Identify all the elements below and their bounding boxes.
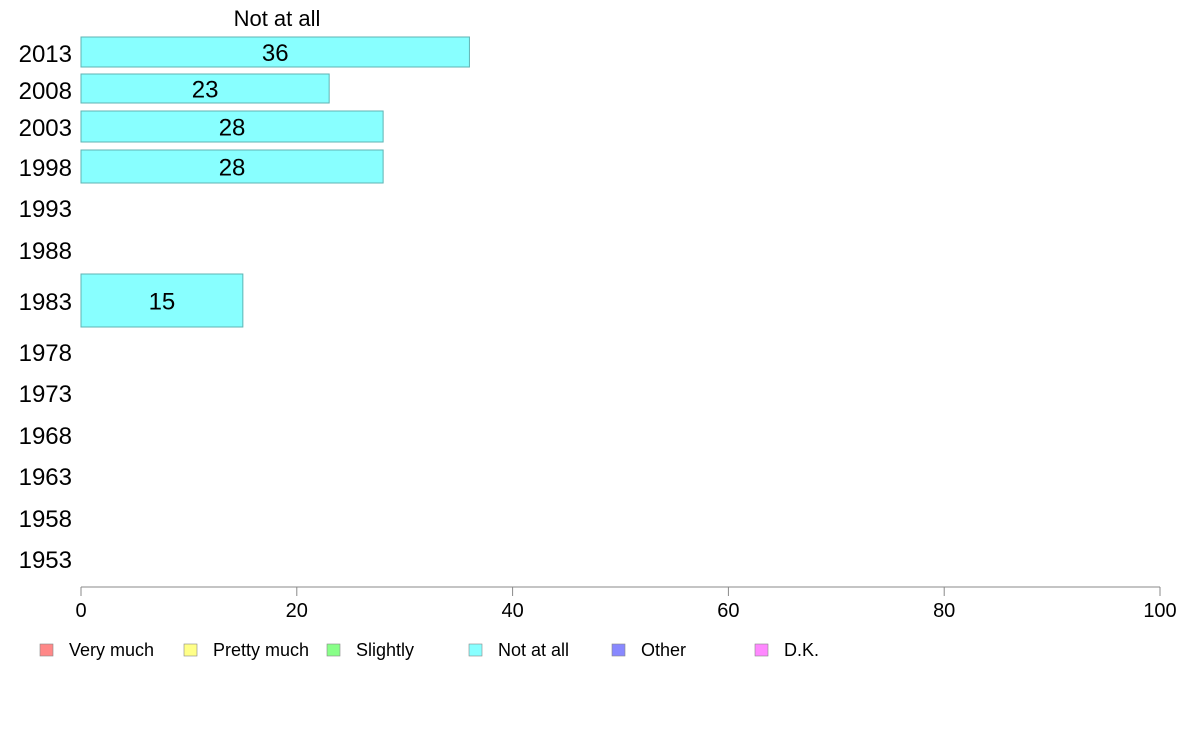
legend-swatch: [183, 643, 198, 657]
bar: [80, 273, 244, 328]
bar-value-label: 36: [262, 40, 289, 67]
bar: [80, 73, 330, 104]
y-tick-label: 1973: [19, 381, 72, 408]
bar-value-label: 15: [149, 289, 176, 316]
bar: [80, 149, 384, 184]
y-tick-label: 1958: [19, 506, 72, 533]
y-tick-label: 1978: [19, 340, 72, 367]
legend: Very much Pretty much Slightly Not at all Ot…: [39, 640, 819, 660]
bar: [80, 36, 470, 68]
y-tick-label: 2013: [19, 41, 72, 68]
x-tick-label: 0: [75, 600, 86, 622]
y-tick-label: 1968: [19, 423, 72, 450]
legend-label: Very much: [69, 640, 154, 660]
legend-label: Slightly: [356, 640, 414, 660]
legend-label: Pretty much: [213, 640, 309, 660]
y-tick-label: 1988: [19, 238, 72, 265]
y-tick-label: 2003: [19, 115, 72, 142]
x-tick-label: 40: [501, 600, 523, 622]
y-tick-label: 1993: [19, 196, 72, 223]
x-tick-label: 100: [1143, 600, 1176, 622]
y-tick-label: 1998: [19, 155, 72, 182]
x-axis: 0 20 40 60 80 100: [75, 586, 1177, 622]
legend-label: Not at all: [498, 640, 569, 660]
legend-swatch: [611, 643, 626, 657]
bar-value-label: 28: [219, 155, 246, 182]
y-tick-label: 1953: [19, 547, 72, 574]
y-tick-label: 2008: [19, 78, 72, 105]
legend-label: D.K.: [784, 640, 819, 660]
legend-swatch: [39, 643, 54, 657]
x-tick-label: 80: [933, 600, 955, 622]
y-tick-label: 1963: [19, 464, 72, 491]
y-axis-labels: 2013 2008 2003 1998 1993 1988 1983 1978 1973 1968…: [19, 41, 72, 574]
y-tick-label: 1983: [19, 289, 72, 316]
x-tick-label: 20: [286, 600, 308, 622]
legend-swatch: [326, 643, 341, 657]
legend-swatch: [754, 643, 769, 657]
bar-value-label: 28: [219, 115, 246, 142]
series-title: Not at all: [234, 6, 321, 31]
legend-label: Other: [641, 640, 686, 660]
bar-value-label: 23: [192, 77, 219, 104]
x-tick-label: 60: [717, 600, 739, 622]
bar: [80, 110, 384, 143]
legend-swatch: [468, 643, 483, 657]
